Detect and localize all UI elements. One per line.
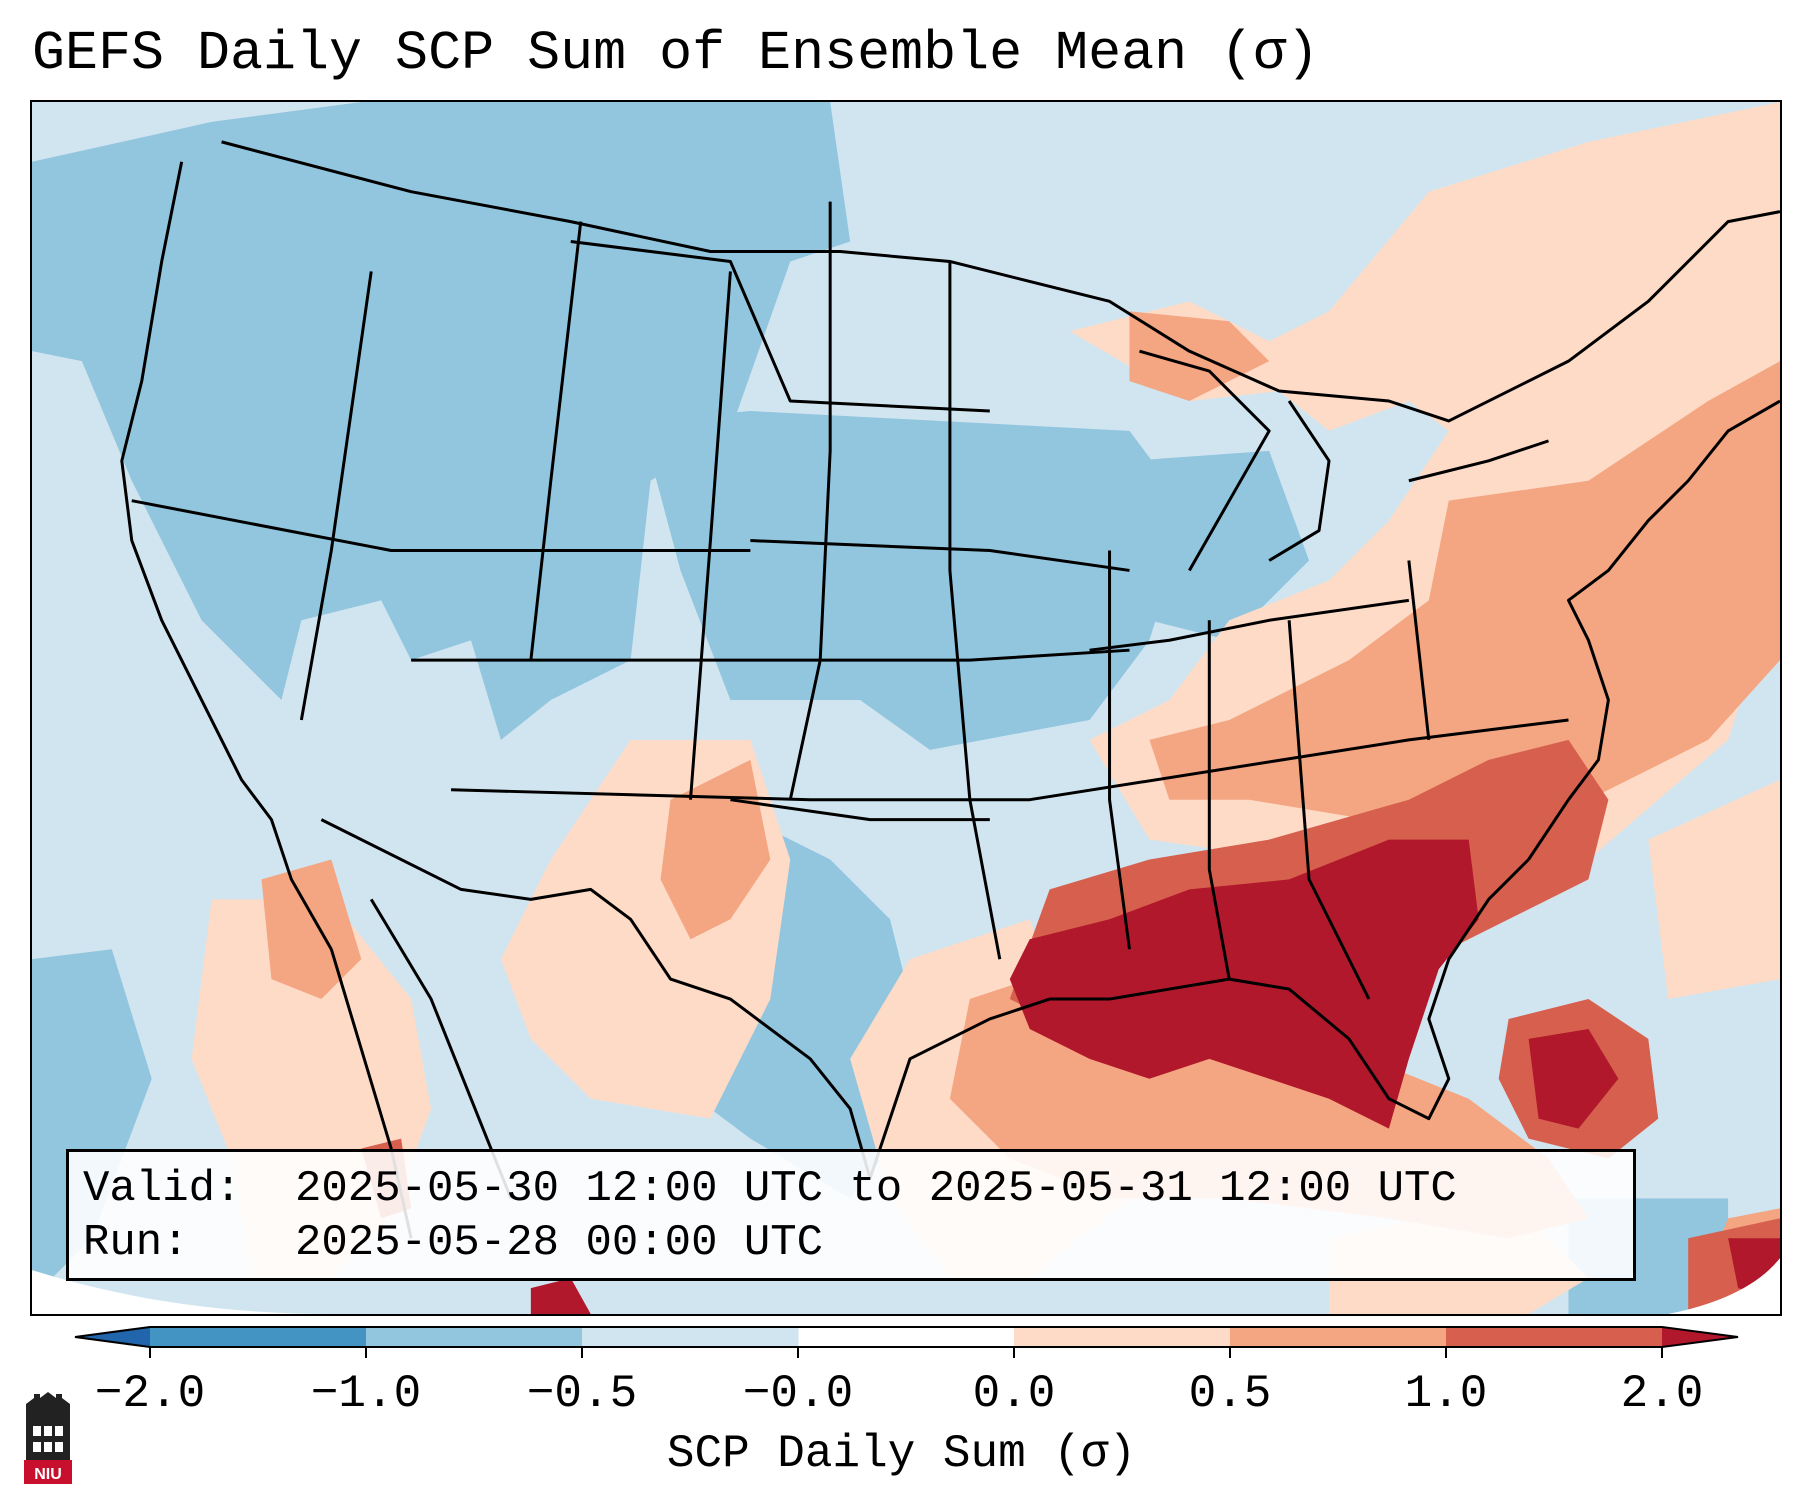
colorbar-bin bbox=[1446, 1327, 1663, 1347]
colorbar-tick-label: 0.0 bbox=[973, 1368, 1056, 1420]
validity-info-box: Valid: 2025-05-30 12:00 UTC to 2025-05-3… bbox=[66, 1149, 1636, 1281]
colorbar-bin bbox=[1230, 1327, 1447, 1347]
colorbar-ticks: −2.0 −1.0 −0.5 −0.0 0.0 0.5 1.0 2.0 bbox=[95, 1347, 1704, 1420]
map-panel bbox=[30, 100, 1782, 1316]
colorbar-tick-label: −2.0 bbox=[95, 1368, 205, 1420]
valid-line: Valid: 2025-05-30 12:00 UTC to 2025-05-3… bbox=[83, 1162, 1619, 1216]
projection-edge-left bbox=[32, 1270, 332, 1314]
colorbar: −2.0 −1.0 −0.5 −0.0 0.0 0.5 1.0 2.0 bbox=[74, 1326, 1739, 1420]
colorbar-tick-label: 2.0 bbox=[1621, 1368, 1704, 1420]
colorbar-tick-label: 1.0 bbox=[1405, 1368, 1488, 1420]
run-key: Run: bbox=[83, 1218, 189, 1268]
colorbar-bins bbox=[150, 1327, 1663, 1347]
colorbar-tick-label: −0.0 bbox=[743, 1368, 853, 1420]
svg-text:NIU: NIU bbox=[34, 1466, 62, 1483]
niu-logo: NIU bbox=[24, 1392, 72, 1484]
colorbar-bin bbox=[150, 1327, 367, 1347]
run-line: Run: 2025-05-28 00:00 UTC bbox=[83, 1216, 1619, 1270]
colorbar-bin bbox=[582, 1327, 799, 1347]
valid-value: 2025-05-30 12:00 UTC to 2025-05-31 12:00… bbox=[295, 1164, 1457, 1214]
colorbar-outline bbox=[74, 1326, 1739, 1348]
colorbar-bin bbox=[366, 1327, 583, 1347]
colorbar-tick-label: −0.5 bbox=[527, 1368, 637, 1420]
run-value: 2025-05-28 00:00 UTC bbox=[295, 1218, 824, 1268]
colorbar-label: SCP Daily Sum (σ) bbox=[666, 1428, 1137, 1480]
colorbar-over-arrow bbox=[1662, 1327, 1738, 1347]
colorbar-bin bbox=[1014, 1327, 1231, 1347]
scp-map bbox=[32, 102, 1780, 1314]
valid-key: Valid: bbox=[83, 1164, 242, 1214]
projection-edge-right bbox=[1668, 1258, 1780, 1314]
colorbar-under-arrow bbox=[75, 1327, 150, 1347]
colorbar-tick-label: 0.5 bbox=[1189, 1368, 1272, 1420]
colorbar-tick-label: −1.0 bbox=[311, 1368, 421, 1420]
map-title: GEFS Daily SCP Sum of Ensemble Mean (σ) bbox=[32, 22, 1320, 85]
